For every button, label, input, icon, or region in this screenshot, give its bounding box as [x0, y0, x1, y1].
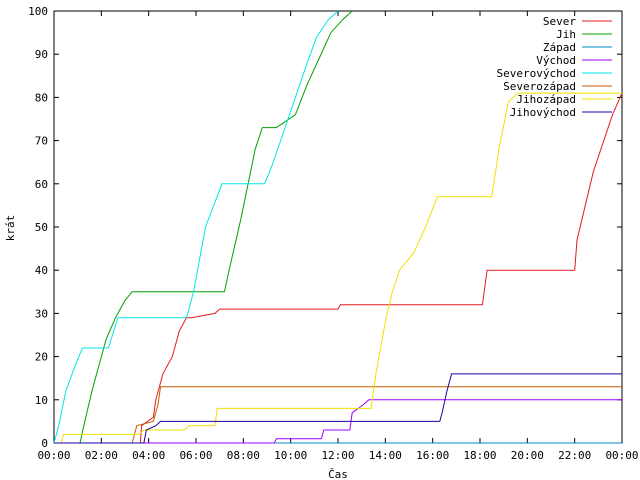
series-lines	[53, 10, 623, 444]
y-tick-label: 10	[35, 394, 48, 407]
x-tick-label: 08:00	[227, 449, 260, 462]
x-tick-label: 06:00	[179, 449, 212, 462]
y-tick-label: 70	[35, 135, 48, 148]
y-tick-label: 20	[35, 351, 48, 364]
axis-ticks: 00:00 02:00 04:00 06:00 08:00 10:00 12:00 14:00…	[28, 5, 638, 462]
x-tick-label: 16:00	[416, 449, 449, 462]
legend-label: Západ	[543, 41, 576, 54]
legend-label: Východ	[536, 54, 576, 67]
x-tick-label: 12:00	[321, 449, 354, 462]
y-tick-label: 60	[35, 178, 48, 191]
y-tick-label: 30	[35, 307, 48, 320]
series-line-sever	[54, 92, 623, 444]
y-axis-label: krát	[4, 215, 17, 242]
x-tick-label: 04:00	[132, 449, 165, 462]
x-tick-label: 14:00	[369, 449, 402, 462]
legend-label: Jihovýchod	[510, 106, 576, 119]
legend-label: Jihozápad	[516, 93, 576, 106]
series-line-jihozápad	[54, 92, 622, 444]
x-axis-label: Čas	[328, 468, 348, 480]
legend-label: Severozápad	[503, 80, 576, 93]
x-tick-label: 18:00	[463, 449, 496, 462]
series-line-severovýchod	[53, 10, 339, 444]
y-tick-label: 0	[41, 437, 48, 450]
legend: SeverJihZápadVýchodSeverovýchodSeverozáp…	[497, 15, 612, 119]
y-tick-label: 40	[35, 264, 48, 277]
legend-label: Severovýchod	[497, 67, 576, 80]
x-tick-label: 02:00	[85, 449, 118, 462]
x-tick-label: 00:00	[37, 449, 70, 462]
y-tick-label: 100	[28, 5, 48, 18]
x-tick-label: 20:00	[511, 449, 544, 462]
series-line-jih	[54, 10, 353, 444]
series-line-východ	[54, 399, 622, 444]
legend-label: Jih	[556, 28, 576, 41]
x-tick-label: 00:00	[605, 449, 638, 462]
y-tick-label: 50	[35, 221, 48, 234]
series-line-jihovýchod	[54, 373, 622, 444]
x-tick-label: 22:00	[558, 449, 591, 462]
y-tick-label: 80	[35, 91, 48, 104]
x-tick-label: 10:00	[274, 449, 307, 462]
legend-label: Sever	[543, 15, 576, 28]
y-tick-label: 90	[35, 48, 48, 61]
